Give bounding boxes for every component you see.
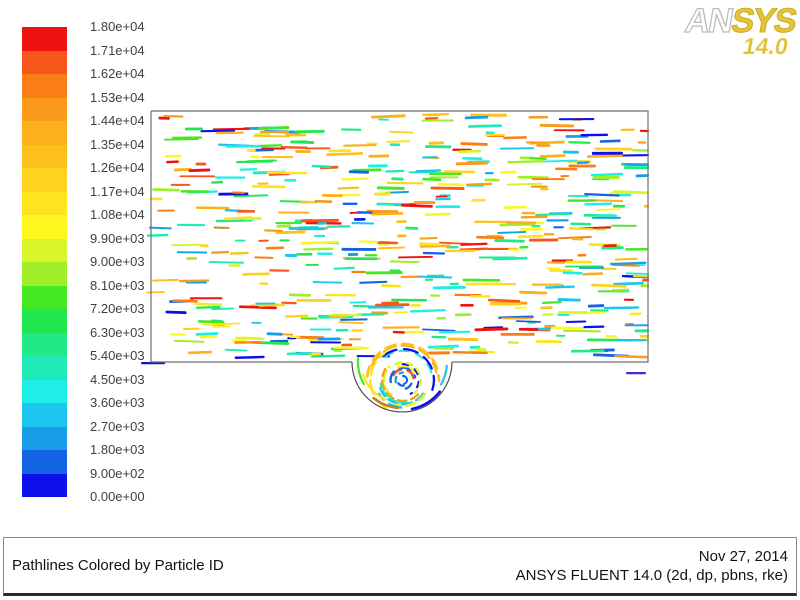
colorbar-tick-label: 3.60e+03 [90, 395, 145, 411]
duct-outline [150, 110, 649, 363]
colorbar-tick-label: 1.35e+04 [90, 136, 145, 152]
date-label: Nov 27, 2014 [698, 547, 788, 565]
colorbar-tick-label: 8.10e+03 [90, 277, 145, 293]
colorbar-tick-label: 9.00e+02 [90, 465, 145, 481]
colorbar-band [22, 168, 67, 192]
pathline-dashes [146, 112, 650, 360]
colorbar-band [22, 97, 67, 122]
colorbar-band [22, 238, 67, 263]
colorbar-band [22, 262, 67, 286]
colorbar-tick-label: 1.08e+04 [90, 207, 145, 223]
colorbar-band [22, 379, 67, 404]
colorbar-tick-label: 1.80e+04 [90, 19, 145, 34]
colorbar-tick-label: 5.40e+03 [90, 348, 145, 364]
colorbar-band [22, 191, 67, 216]
colorbar-tick-label: 4.50e+03 [90, 371, 145, 387]
caption-bar: Pathlines Colored by Particle ID Nov 27,… [3, 537, 797, 596]
colorbar-tick-label: 0.00e+00 [90, 489, 145, 505]
colorbar-band [22, 50, 67, 75]
colorbar [22, 27, 67, 498]
cavity-vortex-pathlines [356, 342, 448, 411]
colorbar-band [22, 285, 67, 310]
colorbar-band [22, 144, 67, 169]
colorbar-tick-label: 1.62e+04 [90, 66, 145, 82]
colorbar-tick-label: 2.70e+03 [90, 418, 145, 434]
colorbar-tick-label: 1.53e+04 [90, 89, 145, 105]
colorbar-tick-label: 7.20e+03 [90, 301, 145, 317]
colorbar-band [22, 356, 67, 380]
run-info: Nov 27, 2014 ANSYS FLUENT 14.0 (2d, dp, … [516, 547, 788, 585]
colorbar-band [22, 215, 67, 239]
colorbar-band [22, 473, 67, 498]
colorbar-tick-label: 9.90e+03 [90, 230, 145, 246]
colorbar-tick-label: 1.44e+04 [90, 113, 145, 129]
cavity-outline [351, 361, 453, 413]
colorbar-tick-label: 1.17e+04 [90, 183, 145, 199]
solver-label: ANSYS FLUENT 14.0 (2d, dp, pbns, rke) [515, 566, 788, 584]
colorbar-tick-label: 1.71e+04 [90, 42, 145, 58]
colorbar-tick-label: 9.00e+03 [90, 254, 145, 270]
colorbar-tick-label: 6.30e+03 [90, 324, 145, 340]
colorbar-band [22, 27, 67, 51]
plot-caption: Pathlines Colored by Particle ID [12, 557, 224, 574]
colorbar-band [22, 332, 67, 357]
colorbar-band [22, 121, 67, 145]
colorbar-band [22, 309, 67, 333]
colorbar-band [22, 426, 67, 451]
colorbar-band [22, 403, 67, 427]
colorbar-band [22, 74, 67, 98]
colorbar-tick-label: 1.80e+03 [90, 442, 145, 458]
colorbar-tick-label: 1.26e+04 [90, 160, 145, 176]
colorbar-band [22, 450, 67, 474]
